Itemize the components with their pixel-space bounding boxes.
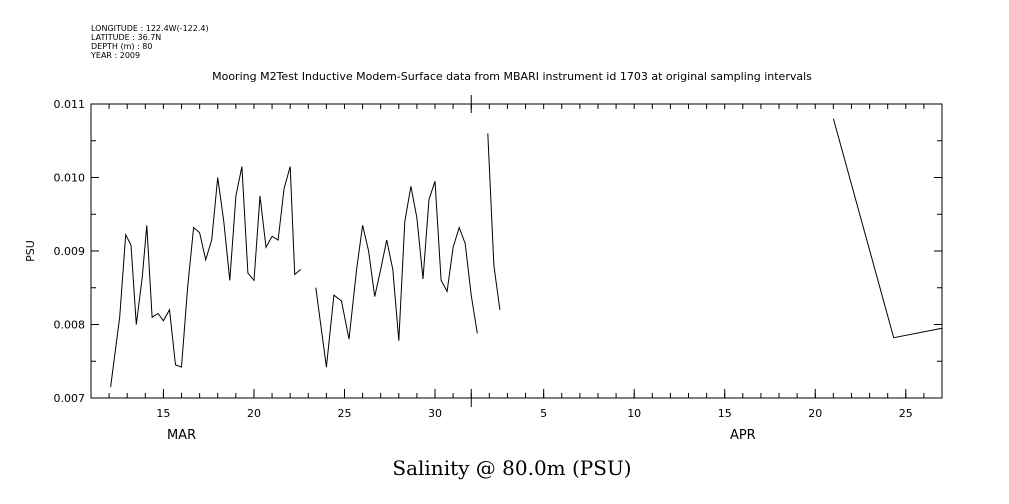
y-tick-label: 0.007	[54, 392, 86, 405]
x-tick-label: 10	[627, 407, 641, 420]
x-tick-label: 20	[247, 407, 261, 420]
x-tick-label: 15	[156, 407, 170, 420]
series-line-segment-4	[832, 118, 943, 339]
y-tick-label: 0.011	[54, 98, 86, 111]
y-tick-label: 0.010	[54, 172, 86, 185]
series-line-segment-1	[110, 166, 302, 388]
x-tick-label: 25	[899, 407, 913, 420]
year-info: YEAR : 2009	[90, 51, 140, 60]
plot-frame	[90, 103, 943, 399]
y-tick-label: 0.009	[54, 245, 86, 258]
y-tick-label: 0.008	[54, 319, 86, 332]
x-axis: 15 20 25 30 5 10 15 20 25	[90, 95, 943, 420]
chart-title: Mooring M2Test Inductive Modem-Surface d…	[212, 70, 812, 83]
depth-info: DEPTH (m) : 80	[91, 42, 152, 51]
x-tick-label: 30	[428, 407, 442, 420]
x-tick-label: 15	[718, 407, 732, 420]
x-tick-label: 5	[540, 407, 547, 420]
salinity-series	[110, 118, 943, 388]
x-axis-label: Salinity @ 80.0m (PSU)	[392, 456, 631, 480]
latitude-info: LATITUDE : 36.7N	[91, 33, 161, 42]
y-axis: 0.007 0.008 0.009 0.010 0.011	[54, 98, 942, 405]
longitude-info: LONGITUDE : 122.4W(-122.4)	[91, 24, 209, 33]
y-axis-label: PSU	[24, 240, 37, 262]
series-line-segment-2	[315, 181, 478, 368]
month-label: MAR	[167, 428, 196, 443]
month-label: APR	[730, 428, 756, 443]
x-tick-label: 25	[337, 407, 351, 420]
series-line-segment-3	[487, 133, 501, 310]
x-tick-label: 20	[808, 407, 822, 420]
month-labels: MAR APR	[167, 428, 756, 443]
